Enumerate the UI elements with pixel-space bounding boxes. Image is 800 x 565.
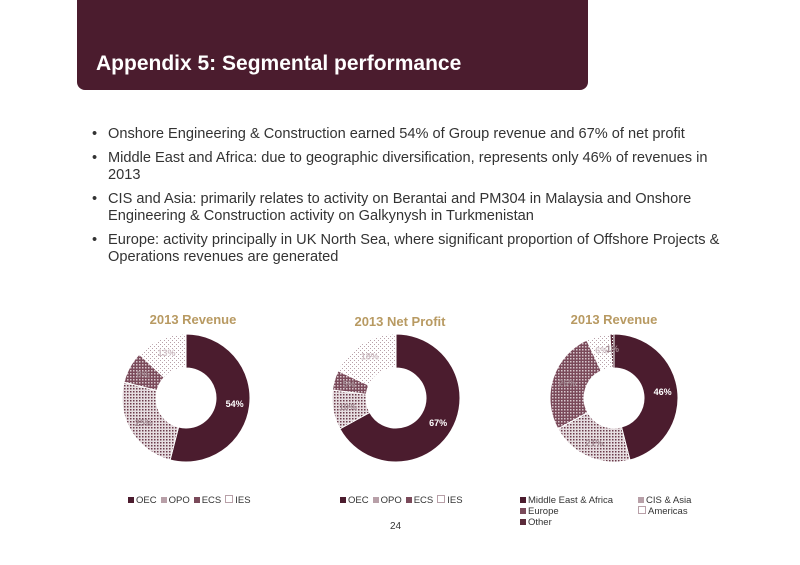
legend-item: OPO (160, 495, 190, 506)
legend-swatch (520, 519, 526, 525)
chart-title-net-profit: 2013 Net Profit (354, 314, 446, 329)
page-title: Appendix 5: Segmental performance (96, 52, 462, 75)
donut-chart-revenue-segment: 54% 25% 8% 13% (121, 333, 251, 463)
donut-slice-ies (138, 333, 187, 379)
chart-title-revenue-region: 2013 Revenue (570, 312, 658, 327)
data-label: 18% (361, 352, 379, 362)
data-label: 6% (595, 346, 608, 356)
donut-chart-net-profit: 67% 10% 5% 18% (331, 333, 461, 463)
legend-swatch (340, 497, 346, 503)
legend-swatch (405, 497, 412, 503)
legend-label: OEC (136, 495, 157, 506)
data-label: 10% (339, 402, 357, 412)
legend-swatch (520, 497, 526, 503)
legend-swatch (128, 497, 134, 503)
data-label: 26% (558, 378, 576, 388)
bullet-marker: • (92, 232, 98, 248)
bullet-item: • Onshore Engineering & Construction earn… (92, 126, 732, 143)
legend-item: Other (520, 517, 638, 528)
data-label: 13% (158, 348, 176, 358)
legend-item: Americas (638, 506, 756, 517)
donut-slice-middle-east-africa (613, 333, 679, 461)
legend-label: Americas (648, 506, 688, 517)
bullet-marker: • (92, 150, 98, 166)
legend-label: OPO (380, 495, 402, 506)
data-label: 21% (586, 438, 604, 448)
legend-label: OEC (348, 495, 369, 506)
data-label: 5% (342, 379, 355, 389)
legend-item: Middle East & Africa (520, 495, 638, 506)
donut-chart-revenue-region: 46% 21% 26% 6%1% (549, 333, 679, 463)
data-label: 67% (429, 418, 447, 428)
legend-label: Middle East & Africa (528, 495, 614, 506)
legend-swatch (193, 497, 200, 503)
donut-slice-oec (339, 333, 461, 463)
donut-slice-opo (121, 381, 180, 461)
legend-label: ECS (413, 495, 434, 506)
legend-swatch (437, 495, 446, 503)
legend-item: OPO (372, 495, 402, 506)
page-number: 24 (390, 521, 402, 532)
data-label: 54% (226, 399, 244, 409)
data-label: 25% (135, 418, 153, 428)
data-label: 1% (606, 344, 619, 354)
legend-item: CIS & Asia (638, 495, 756, 506)
bullet-text: Middle East and Africa: due to geographi… (108, 150, 708, 183)
legend-revenue-region: Middle East & Africa CIS & Asia Europe Amer… (520, 495, 760, 528)
bullet-list: • Onshore Engineering & Construction earn… (92, 126, 732, 273)
legend-label: CIS & Asia (646, 495, 692, 506)
legend-swatch (520, 508, 526, 514)
legend-swatch (225, 495, 234, 503)
legend-label: OPO (168, 495, 190, 506)
legend-net-profit: OEC OPO ECS IES (340, 495, 467, 506)
legend-item: ECS (405, 495, 434, 506)
bullet-marker: • (92, 126, 98, 142)
chart-title-revenue-segment: 2013 Revenue (149, 312, 237, 327)
bullet-text: CIS and Asia: primarily relates to activ… (108, 191, 692, 224)
bullet-marker: • (92, 191, 98, 207)
donut-slice-europe (549, 339, 602, 430)
donut-slice-ies (337, 333, 397, 386)
bullet-text: Europe: activity principally in UK North… (108, 232, 720, 265)
bullet-item: • Middle East and Africa: due to geograph… (92, 150, 732, 184)
title-banner (77, 0, 588, 90)
bullet-item: • CIS and Asia: primarily relates to acti… (92, 191, 732, 225)
legend-item: OEC (340, 495, 369, 506)
legend-revenue-segment: OEC OPO ECS IES (128, 495, 255, 506)
legend-item: IES (225, 495, 251, 506)
legend-label: ECS (201, 495, 222, 506)
data-label: 46% (654, 387, 672, 397)
legend-label: IES (235, 495, 251, 506)
legend-swatch (638, 497, 644, 503)
bullet-item: • Europe: activity principally in UK Nort… (92, 232, 732, 266)
legend-swatch (372, 497, 379, 503)
legend-swatch (160, 497, 167, 503)
legend-item: IES (437, 495, 463, 506)
donut-slice-other (609, 333, 615, 369)
bullet-text: Onshore Engineering & Construction earne… (108, 126, 685, 142)
legend-label: Other (528, 517, 552, 528)
legend-item: Europe (520, 506, 638, 517)
legend-item: OEC (128, 495, 157, 506)
legend-swatch (638, 506, 646, 514)
data-label: 8% (137, 369, 150, 379)
legend-label: Europe (528, 506, 559, 517)
legend-item: ECS (193, 495, 222, 506)
donut-slice-oec (169, 333, 251, 463)
legend-label: IES (447, 495, 463, 506)
